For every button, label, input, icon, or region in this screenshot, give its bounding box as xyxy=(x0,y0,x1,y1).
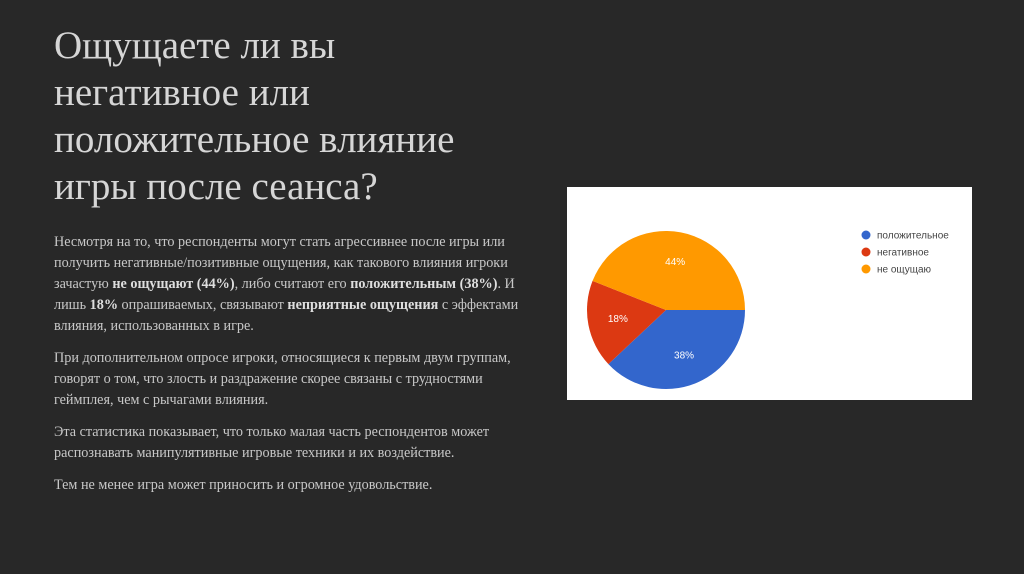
p1-bold-unpleasant: неприятные ощущения xyxy=(287,297,439,313)
legend-item-not-feel-label: не ощущаю xyxy=(877,265,932,276)
title-line-1: Ощущаете ли вы xyxy=(54,24,336,67)
body-text: Несмотря на то, что респонденты могут ст… xyxy=(54,232,522,507)
p1-text-1: Несмотря на то, что респонденты могут ст… xyxy=(54,234,508,292)
pie-chart-panel: 38% 18% 44% положительное негативное не ощуща… xyxy=(567,187,972,400)
pie-label-not-feel: 44% xyxy=(665,257,685,268)
p1-bold-18: 18% xyxy=(89,297,118,313)
paragraph-3: Эта статистика показывает, что только ма… xyxy=(54,424,490,461)
p1-bold-positive: положительным (38%) xyxy=(350,276,498,292)
pie-slice-positive xyxy=(608,310,745,389)
p1-text-2: , либо считают его xyxy=(234,276,351,292)
p1-text-4: опрашиваемых, связывают xyxy=(118,297,288,313)
pie-chart: 38% 18% 44% положительное негативное не ощуща… xyxy=(587,230,949,389)
paragraph-1: Несмотря на то, что респонденты могут ст… xyxy=(54,232,522,337)
legend-item-positive-label: положительное xyxy=(877,231,949,242)
legend-item-positive-swatch xyxy=(861,230,871,240)
pie-label-positive: 38% xyxy=(674,351,694,362)
legend-item-negative-label: негативное xyxy=(877,248,929,259)
legend-item-not-feel-swatch xyxy=(861,264,871,274)
title-line-4: игры после сеанса? xyxy=(54,165,378,208)
pie-slice-not-feel xyxy=(592,231,745,310)
p1-text-3: . И лишь xyxy=(54,276,515,313)
pie-slice-negative xyxy=(587,280,666,365)
slide-title: Ощущаете ли вы негативное или положитель… xyxy=(54,22,524,210)
title-line-3: положительное влияние xyxy=(54,118,455,161)
paragraph-4: Тем не менее игра может приносить и огро… xyxy=(54,477,433,493)
p1-text-5: с эффектами влияния, использованных в иг… xyxy=(54,297,519,334)
legend-item-negative-swatch xyxy=(861,247,871,257)
pie-label-negative: 18% xyxy=(608,314,628,325)
title-line-2: негативное или xyxy=(54,71,310,114)
paragraph-2: При дополнительном опросе игроки, относя… xyxy=(54,350,511,408)
p1-bold-not-feel: не ощущают (44%) xyxy=(112,276,235,292)
